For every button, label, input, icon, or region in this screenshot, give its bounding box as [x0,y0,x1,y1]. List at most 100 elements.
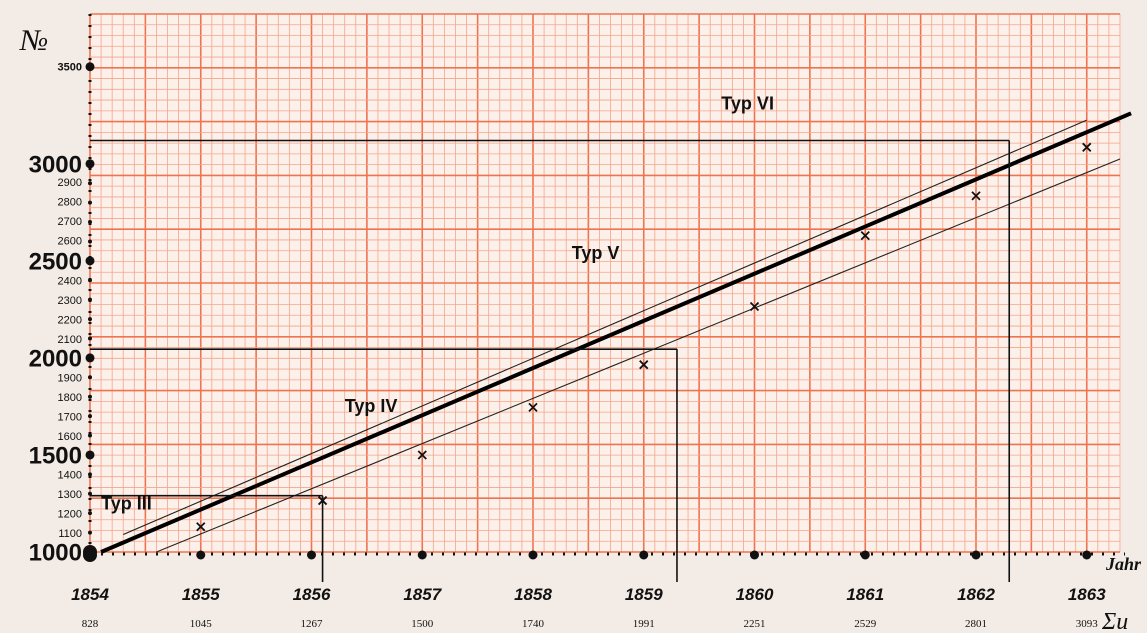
y-tick-label-minor: 1900 [58,373,82,385]
x-sum-label: 1991 [633,618,655,630]
x-tick-dot [1082,550,1092,560]
x-year-label: 1856 [293,585,331,604]
type-region-label: Typ V [572,243,620,263]
y-tick-dot-minor [88,394,92,399]
y-tick-dot-minor [88,317,92,322]
y-tick-label-minor: 2600 [58,235,82,247]
x-sum-label: 828 [82,618,99,630]
x-year-label: 1857 [403,585,442,604]
y-tick-label-minor: 2900 [58,177,82,189]
y-tick-dot-minor [88,336,92,341]
y-tick-dot-minor [88,278,92,283]
y-tick-label-minor: 2100 [58,334,82,346]
x-sum-label: 2251 [744,618,766,630]
y-tick-label-minor: 2800 [58,197,82,209]
y-tick-dot-major [85,62,95,72]
x-tick-dot [971,550,981,560]
marker-stroke [417,450,427,460]
x-year-label: 1863 [1068,585,1106,604]
y-tick-dot-minor [88,414,92,419]
x-year-label: 1862 [957,585,995,604]
marker-stroke [749,301,760,312]
observation-marker [417,450,427,460]
y-tick-label-minor: 1600 [58,431,82,443]
y-tick-dot-minor [88,530,92,535]
y-tick-dot-minor [88,239,92,244]
y-tick-dot-minor [88,297,92,302]
observation-marker [971,191,981,201]
marker-stroke [528,402,538,413]
y-tick-dot-minor [88,433,92,438]
y-tick-label-major: 3500 [58,62,82,74]
y-axis: 1000 1500 2000 2500 3000 3500 1100 1200 1300 1400… [29,14,97,567]
type-region-label: Typ IV [345,396,398,416]
x-sum-label: 3093 [1076,618,1099,630]
y-tick-label-major: 3000 [29,151,82,178]
x-sum-label: 2529 [854,618,877,630]
marker-stroke [196,522,206,532]
y-tick-label-minor: 1400 [58,470,82,482]
y-tick-label-major: 1000 [29,540,82,567]
observation-marker [528,402,538,413]
y-tick-dot-minor [88,200,92,205]
observation-marker [749,301,760,312]
upper-band-line [123,119,1087,536]
x-tick-dot [307,550,316,560]
y-tick-dot-major [85,159,95,169]
x-tick-dot [528,550,538,560]
sum-axis-title: Σu [1101,609,1128,633]
x-axis: 1854 828 1855 1045 1856 1267 1857 1500 1858 1740 1… [71,548,1125,630]
x-tick-dot [750,550,759,560]
y-tick-dot-minor [88,472,92,477]
graph-paper-grid [89,13,1121,553]
y-tick-label-minor: 1300 [58,489,82,501]
y-tick-dot-minor [88,220,92,225]
x-year-label: 1860 [736,585,774,604]
y-tick-label-minor: 1100 [58,528,82,540]
x-year-label: 1855 [182,585,220,604]
y-tick-dot-minor [88,491,92,496]
x-sum-label: 2801 [965,618,987,630]
x-tick-dot [860,550,870,560]
y-tick-dot-major [85,353,95,363]
x-year-label: 1861 [846,585,884,604]
lower-band-line [156,158,1121,553]
y-tick-dot-major [85,450,95,460]
marker-stroke [317,495,328,506]
observation-marker [639,360,649,370]
y-tick-dot-minor [88,375,92,380]
y-tick-label-minor: 2400 [58,276,82,288]
y-tick-label-major: 2500 [29,248,82,275]
x-sum-label: 1045 [190,618,213,630]
observation-markers [196,142,1092,532]
x-axis-title: Jahr [1105,554,1142,574]
marker-stroke [639,360,649,370]
x-sum-label: 1267 [301,618,324,630]
y-tick-label-minor: 1800 [58,392,82,404]
x-year-label: 1859 [625,585,663,604]
y-tick-label-minor: 2700 [58,216,82,228]
y-axis-title: № [19,24,48,57]
y-tick-label-minor: 2200 [58,314,82,326]
marker-stroke [1082,142,1092,152]
observation-marker [1082,142,1092,152]
type-region-label: Typ VI [721,93,774,113]
type-region-labels: Typ III Typ IV Typ V Typ VI [101,93,774,513]
y-tick-label-minor: 1200 [58,509,82,521]
x-year-label: 1858 [514,585,552,604]
marker-stroke [971,191,981,201]
y-tick-label-minor: 2300 [58,295,82,307]
observation-marker [317,495,328,506]
y-tick-dot-major [85,256,95,266]
trend-line [100,111,1132,554]
x-tick-dot [196,550,206,560]
trend-line-main [100,111,1132,554]
y-tick-dot-minor [88,181,92,186]
y-tick-dot-minor [88,511,92,516]
guide-lines [90,139,1011,582]
tolerance-bands [123,119,1121,553]
x-tick-dot [83,548,97,562]
observation-marker [196,522,206,532]
x-sum-label: 1740 [522,618,545,630]
